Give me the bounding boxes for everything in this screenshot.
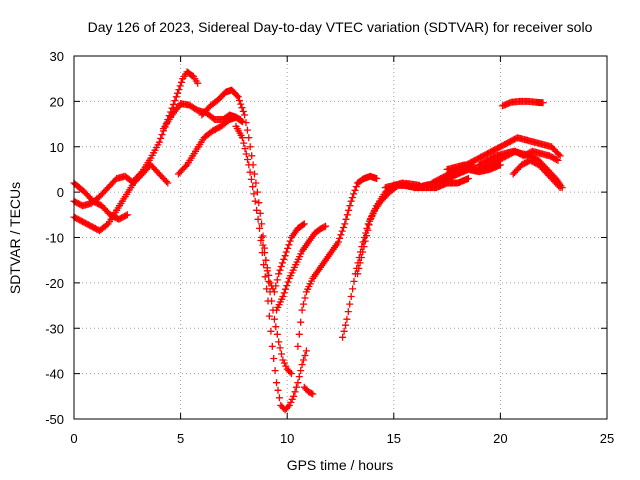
y-tick-label: 10 bbox=[50, 140, 64, 155]
x-tick-label: 25 bbox=[600, 431, 614, 446]
satellite-trace-17 bbox=[509, 156, 564, 192]
satellite-trace-19-markers bbox=[300, 383, 317, 398]
satellite-trace-20-markers bbox=[381, 161, 504, 192]
satellite-trace-7 bbox=[198, 86, 295, 378]
satellite-trace-6-markers bbox=[175, 113, 244, 178]
chart-title: Day 126 of 2023, Sidereal Day-to-day VTE… bbox=[88, 19, 593, 35]
satellite-trace-8 bbox=[232, 122, 310, 414]
satellite-trace-8-markers bbox=[232, 122, 310, 414]
satellite-trace-16-markers bbox=[475, 147, 566, 192]
satellite-trace-6 bbox=[175, 113, 244, 178]
satellite-trace-4-markers bbox=[130, 68, 202, 185]
x-tick-label: 20 bbox=[493, 431, 507, 446]
satellite-trace-16 bbox=[475, 147, 566, 192]
y-axis-title: SDTVAR / TECUs bbox=[7, 182, 23, 294]
satellite-trace-7-markers bbox=[198, 86, 295, 378]
axis-ticks: -50 -40 -30 -20 -10 0 10 20 30 0 5 10 15 20 25 bbox=[45, 49, 614, 446]
satellite-trace-9 bbox=[258, 220, 308, 296]
satellite-trace-19 bbox=[300, 383, 317, 398]
x-tick-label: 0 bbox=[70, 431, 77, 446]
satellite-trace-11-markers bbox=[294, 172, 381, 350]
y-tick-label: 20 bbox=[50, 94, 64, 109]
satellite-trace-18 bbox=[499, 97, 547, 110]
x-tick-label: 15 bbox=[387, 431, 401, 446]
x-axis-title: GPS time / hours bbox=[287, 457, 394, 473]
y-tick-label: -30 bbox=[45, 321, 64, 336]
y-tick-label: -40 bbox=[45, 367, 64, 382]
y-tick-label: -20 bbox=[45, 276, 64, 291]
satellite-trace-4 bbox=[130, 68, 202, 185]
satellite-trace-10-markers bbox=[273, 222, 330, 314]
data-points bbox=[70, 68, 566, 414]
y-tick-label: -50 bbox=[45, 412, 64, 427]
x-tick-label: 10 bbox=[280, 431, 294, 446]
y-tick-label: 30 bbox=[50, 49, 64, 64]
satellite-trace-3-markers bbox=[70, 170, 146, 235]
y-tick-label: 0 bbox=[57, 185, 64, 200]
satellite-trace-9-markers bbox=[258, 220, 308, 296]
x-tick-label: 5 bbox=[177, 431, 184, 446]
satellite-trace-20 bbox=[381, 161, 504, 192]
satellite-trace-3 bbox=[70, 170, 146, 235]
satellite-trace-17-markers bbox=[509, 156, 564, 192]
satellite-trace-10 bbox=[273, 222, 330, 314]
satellite-trace-11 bbox=[294, 172, 381, 350]
y-tick-label: -10 bbox=[45, 231, 64, 246]
satellite-trace-18-markers bbox=[499, 97, 547, 110]
